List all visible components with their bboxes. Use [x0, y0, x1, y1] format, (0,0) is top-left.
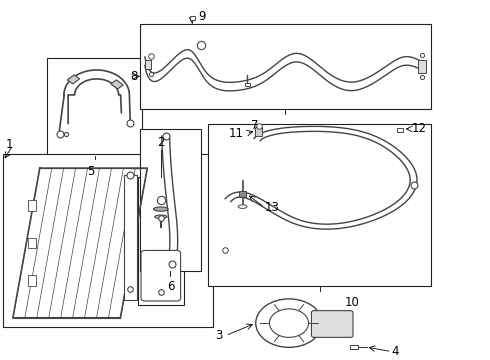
Text: 4: 4	[392, 345, 399, 358]
FancyBboxPatch shape	[312, 311, 353, 337]
Text: 7: 7	[251, 119, 259, 132]
Text: 2: 2	[157, 136, 165, 149]
Text: 5: 5	[87, 165, 95, 177]
Text: 11: 11	[229, 127, 244, 140]
Circle shape	[270, 309, 309, 337]
Bar	[138, 177, 184, 305]
Bar	[111, 80, 123, 89]
Text: 10: 10	[345, 296, 360, 309]
Bar	[27, 238, 36, 248]
Circle shape	[256, 299, 322, 347]
Text: 3: 3	[216, 329, 223, 342]
Bar	[245, 83, 250, 86]
Bar	[67, 75, 80, 84]
Text: 12: 12	[412, 122, 427, 135]
Text: 9: 9	[198, 10, 206, 23]
Bar	[350, 345, 358, 349]
Bar	[27, 275, 36, 286]
FancyBboxPatch shape	[141, 251, 181, 301]
Bar	[145, 60, 151, 69]
Bar	[255, 127, 262, 136]
Bar	[140, 129, 201, 271]
Bar	[418, 60, 426, 73]
Bar	[140, 24, 431, 109]
Ellipse shape	[155, 215, 167, 219]
Bar	[47, 58, 143, 156]
Ellipse shape	[153, 207, 168, 211]
Bar	[190, 16, 195, 19]
Bar	[239, 191, 246, 197]
Text: 6: 6	[167, 280, 174, 293]
Bar	[3, 154, 213, 327]
Ellipse shape	[238, 205, 247, 208]
Text: 8: 8	[130, 70, 138, 83]
Bar	[27, 200, 36, 211]
Bar	[208, 123, 431, 286]
Text: 13: 13	[265, 201, 279, 214]
Text: 1: 1	[5, 139, 13, 152]
Bar	[124, 175, 137, 300]
Bar	[397, 127, 403, 132]
